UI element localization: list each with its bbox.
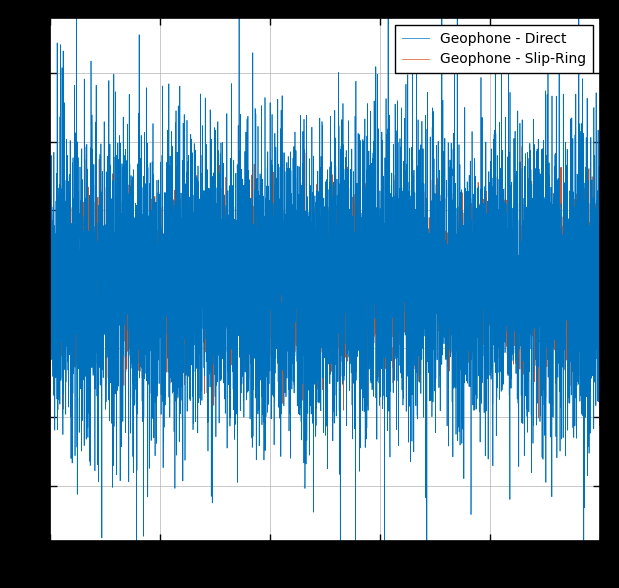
- Geophone - Slip-Ring: [154, 290, 161, 297]
- Geophone - Slip-Ring: [595, 422, 603, 429]
- Geophone - Direct: [154, 296, 161, 303]
- Geophone - Direct: [597, 230, 604, 238]
- Geophone - Direct: [46, 261, 53, 268]
- Line: Geophone - Direct: Geophone - Direct: [50, 0, 600, 588]
- Geophone - Slip-Ring: [46, 269, 53, 276]
- Geophone - Direct: [48, 260, 56, 267]
- Geophone - Direct: [69, 253, 76, 260]
- Geophone - Slip-Ring: [69, 315, 76, 322]
- Geophone - Slip-Ring: [568, 324, 575, 331]
- Line: Geophone - Slip-Ring: Geophone - Slip-Ring: [50, 146, 600, 426]
- Legend: Geophone - Direct, Geophone - Slip-Ring: Geophone - Direct, Geophone - Slip-Ring: [394, 25, 594, 74]
- Geophone - Slip-Ring: [79, 296, 86, 303]
- Geophone - Direct: [568, 294, 575, 301]
- Geophone - Slip-Ring: [597, 288, 604, 295]
- Geophone - Slip-Ring: [315, 272, 322, 279]
- Geophone - Direct: [315, 208, 322, 215]
- Geophone - Slip-Ring: [48, 261, 56, 268]
- Geophone - Slip-Ring: [518, 143, 526, 150]
- Geophone - Direct: [79, 225, 86, 232]
